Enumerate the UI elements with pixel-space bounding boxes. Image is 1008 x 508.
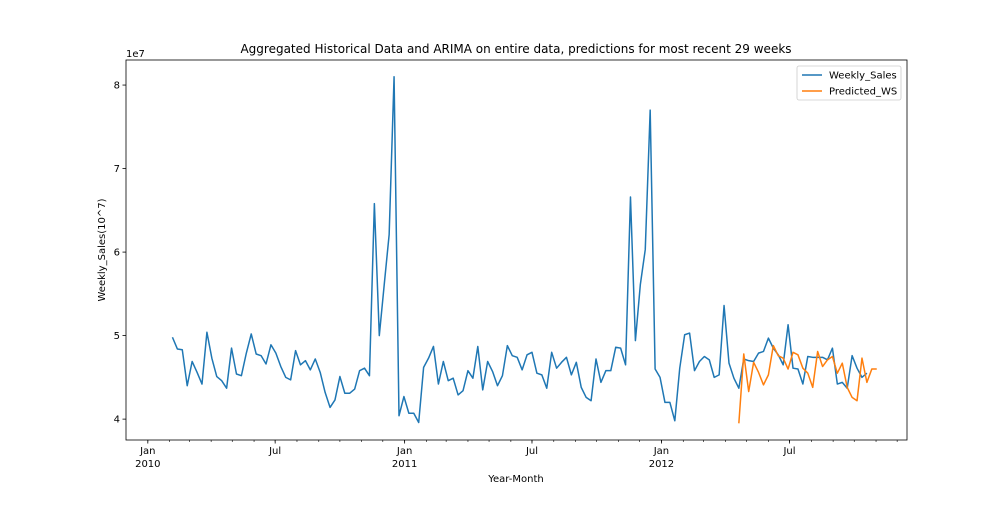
y-axis-label: Weekly_Sales(10^7) — [97, 198, 108, 301]
y-tick-label: 5 — [114, 331, 120, 342]
legend-frame — [796, 65, 902, 101]
legend-label-predicted-ws: Predicted_WS — [829, 87, 897, 98]
y-axis: 4 5 6 7 8 — [114, 81, 126, 426]
x-tick-label: Jan — [653, 446, 669, 457]
y-tick-label: 8 — [114, 81, 120, 92]
x-tick-label: Jan — [139, 446, 155, 457]
x-tick-label: Jul — [782, 446, 795, 457]
x-tick-label: Jul — [525, 446, 538, 457]
series-line-predicted-ws — [738, 344, 877, 424]
plot-frame — [125, 59, 908, 441]
x-tick-year-label: 2012 — [649, 459, 674, 470]
y-tick-label: 6 — [114, 248, 120, 259]
x-axis-label: Year-Month — [487, 474, 543, 485]
x-tick-label: Jan — [396, 446, 412, 457]
series-line-weekly-sales — [171, 75, 868, 424]
x-axis: Jan 2010 Jul Jan 2011 Jul Jan 2012 Jul — [135, 440, 898, 470]
legend-label-weekly-sales: Weekly_Sales — [829, 71, 897, 82]
y-axis-offset-text: 1e7 — [126, 49, 145, 60]
plot-area — [171, 75, 877, 424]
legend: Weekly_Sales Predicted_WS — [796, 65, 902, 101]
y-tick-label: 4 — [114, 415, 120, 426]
x-tick-year-label: 2010 — [135, 459, 160, 470]
chart-title: Aggregated Historical Data and ARIMA on … — [240, 42, 791, 56]
x-tick-year-label: 2011 — [392, 459, 417, 470]
y-tick-label: 7 — [114, 164, 120, 175]
x-tick-label: Jul — [268, 446, 281, 457]
